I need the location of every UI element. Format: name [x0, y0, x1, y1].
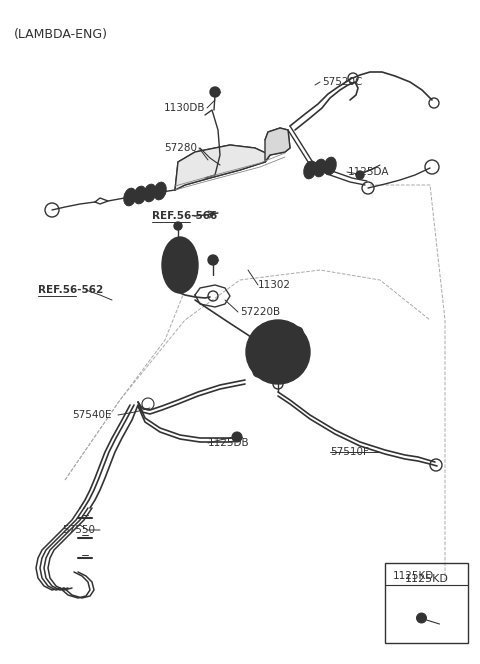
- Text: 57540E: 57540E: [72, 410, 111, 420]
- Ellipse shape: [304, 161, 316, 179]
- Bar: [385, 563, 468, 643]
- Ellipse shape: [144, 184, 156, 202]
- Ellipse shape: [168, 245, 192, 285]
- Text: 57220B: 57220B: [240, 307, 280, 317]
- Circle shape: [356, 171, 364, 179]
- Text: 1125KD: 1125KD: [405, 574, 448, 584]
- Ellipse shape: [266, 340, 290, 364]
- Polygon shape: [175, 145, 270, 190]
- Text: (LAMBDA-ENG): (LAMBDA-ENG): [14, 28, 108, 41]
- Ellipse shape: [314, 159, 326, 177]
- Text: 1125KD: 1125KD: [393, 571, 434, 581]
- Text: REF.56-562: REF.56-562: [38, 285, 103, 295]
- Text: REF.56-566: REF.56-566: [152, 211, 217, 221]
- Ellipse shape: [324, 157, 336, 175]
- Ellipse shape: [134, 186, 146, 204]
- Circle shape: [417, 613, 427, 623]
- Ellipse shape: [246, 320, 310, 384]
- Circle shape: [232, 432, 242, 442]
- Ellipse shape: [256, 330, 300, 374]
- Ellipse shape: [154, 182, 166, 200]
- Text: 57520C: 57520C: [322, 77, 362, 87]
- Circle shape: [210, 87, 220, 97]
- Ellipse shape: [124, 188, 136, 206]
- Circle shape: [174, 222, 182, 230]
- Text: 11302: 11302: [258, 280, 291, 290]
- Text: 57280: 57280: [164, 143, 197, 153]
- Circle shape: [253, 367, 263, 377]
- Text: 1125DB: 1125DB: [208, 438, 250, 448]
- Polygon shape: [265, 128, 290, 162]
- Ellipse shape: [162, 237, 198, 293]
- Text: 1130DB: 1130DB: [164, 103, 205, 113]
- Text: 1125DA: 1125DA: [348, 167, 389, 177]
- Circle shape: [293, 327, 303, 337]
- Text: 57510F: 57510F: [330, 447, 369, 457]
- Circle shape: [208, 255, 218, 265]
- Text: 57550: 57550: [62, 525, 95, 535]
